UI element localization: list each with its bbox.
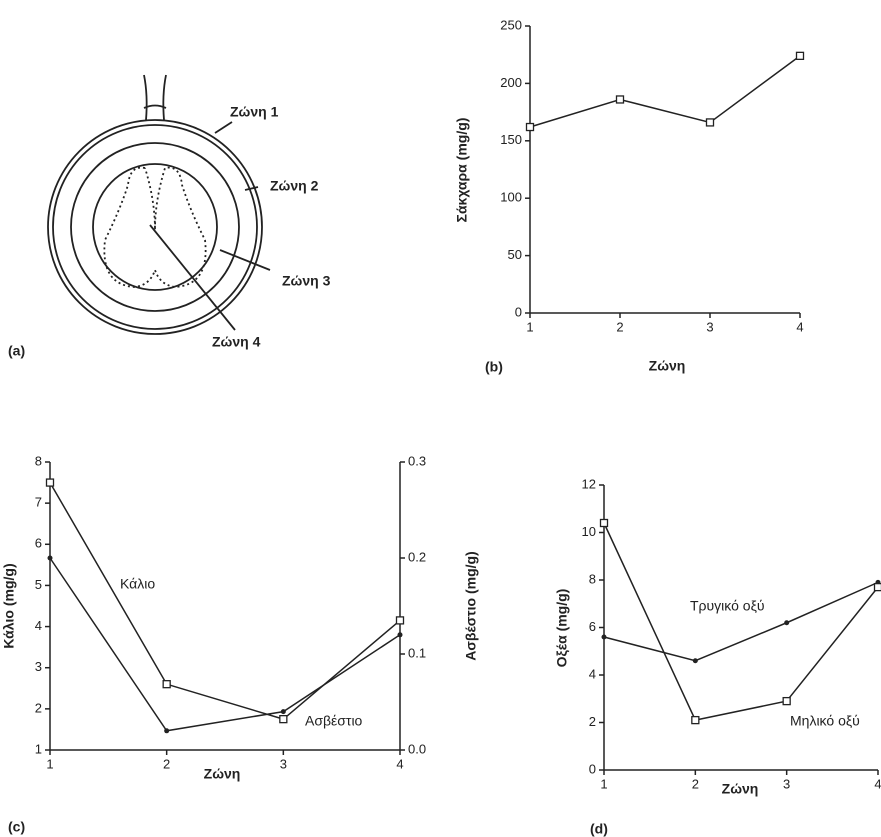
marker — [615, 95, 625, 104]
series-line — [49, 482, 401, 720]
y2-tick-label: 0.0 — [408, 741, 426, 756]
marker — [784, 620, 790, 626]
ring — [70, 142, 240, 312]
y-tick-label: 7 — [35, 495, 42, 510]
core — [103, 166, 207, 288]
series-line — [603, 522, 879, 721]
y-tick-label: 200 — [500, 75, 522, 90]
series-label: Τρυγικό οξύ — [690, 598, 765, 614]
ring — [52, 124, 258, 330]
marker — [795, 51, 805, 60]
marker — [692, 658, 698, 664]
y-tick-label: 2 — [35, 700, 42, 715]
y-tick-label: 0 — [589, 761, 596, 776]
x-axis-label: Ζώνη — [204, 766, 241, 782]
y-tick-label: 8 — [589, 571, 596, 586]
series-line — [529, 55, 801, 128]
stem — [143, 74, 167, 121]
x-tick-label: 2 — [163, 756, 170, 771]
series-label: Ασβέστιο — [305, 713, 363, 729]
y-tick-label: 6 — [35, 536, 42, 551]
marker — [525, 122, 535, 132]
marker — [873, 582, 881, 592]
leader — [214, 121, 233, 134]
panel-label: (a) — [8, 343, 25, 359]
marker — [279, 714, 288, 724]
y-tick-label: 1 — [35, 741, 42, 756]
panel-label: (c) — [8, 819, 25, 835]
x-tick-label: 4 — [874, 776, 881, 791]
series-line — [603, 581, 879, 662]
y-axis-label: Οξέα (mg/g) — [554, 589, 570, 668]
x-tick-label: 3 — [706, 319, 713, 334]
zone-label: Ζώνη 3 — [282, 273, 331, 289]
x-tick-label: 1 — [526, 319, 533, 334]
y2-tick-label: 0.2 — [408, 549, 426, 564]
y-tick-label: 50 — [508, 247, 522, 262]
x-tick-label: 4 — [396, 756, 403, 771]
y-tick-label: 250 — [500, 17, 522, 32]
panel-label: (b) — [485, 359, 503, 375]
x-tick-label: 3 — [783, 776, 790, 791]
y-axis-label: Σάκχαρα (mg/g) — [454, 118, 470, 223]
zone-label: Ζώνη 2 — [270, 178, 319, 194]
zone-label: Ζώνη 4 — [212, 334, 261, 350]
y2-tick-label: 0.3 — [408, 453, 426, 468]
y-tick-label: 12 — [582, 476, 596, 491]
y-tick-label: 0 — [515, 304, 522, 319]
marker — [164, 728, 170, 734]
y-tick-label: 2 — [589, 714, 596, 729]
y2-tick-label: 0.1 — [408, 645, 426, 660]
marker — [601, 634, 607, 640]
marker — [397, 632, 403, 638]
leader — [219, 249, 271, 271]
x-axis-label: Ζώνη — [722, 781, 759, 797]
y-tick-label: 8 — [35, 453, 42, 468]
leader — [244, 186, 259, 191]
marker — [782, 696, 791, 706]
y-tick-label: 4 — [589, 666, 596, 681]
panel-label: (d) — [590, 821, 608, 837]
y-tick-label: 3 — [35, 659, 42, 674]
y2-axis-label: Ασβέστιο (mg/g) — [463, 551, 479, 660]
marker — [47, 555, 53, 561]
y-tick-label: 6 — [589, 619, 596, 634]
y-tick-label: 5 — [35, 577, 42, 592]
x-tick-label: 4 — [796, 319, 803, 334]
ring — [92, 163, 218, 291]
zone-label: Ζώνη 1 — [230, 104, 279, 120]
y-axis-label: Κάλιο (mg/g) — [1, 563, 17, 648]
marker — [691, 715, 700, 725]
marker — [395, 616, 405, 625]
x-tick-label: 1 — [600, 776, 607, 791]
ring — [47, 119, 263, 335]
leader — [149, 224, 236, 331]
marker — [162, 680, 171, 689]
y-tick-label: 4 — [35, 618, 42, 633]
marker — [705, 118, 715, 127]
series-label: Κάλιο — [120, 576, 155, 592]
series-line — [49, 557, 401, 732]
series-label: Μηλικό οξύ — [790, 713, 860, 729]
marker — [45, 478, 55, 487]
x-tick-label: 2 — [692, 776, 699, 791]
x-tick-label: 1 — [46, 756, 53, 771]
y-tick-label: 150 — [500, 132, 522, 147]
zone-diagram — [47, 74, 271, 335]
x-axis-label: Ζώνη — [649, 358, 686, 374]
y-tick-label: 100 — [500, 190, 522, 205]
x-tick-label: 3 — [280, 756, 287, 771]
x-tick-label: 2 — [616, 319, 623, 334]
marker — [599, 518, 609, 528]
y-tick-label: 10 — [582, 524, 596, 539]
marker — [280, 709, 286, 715]
